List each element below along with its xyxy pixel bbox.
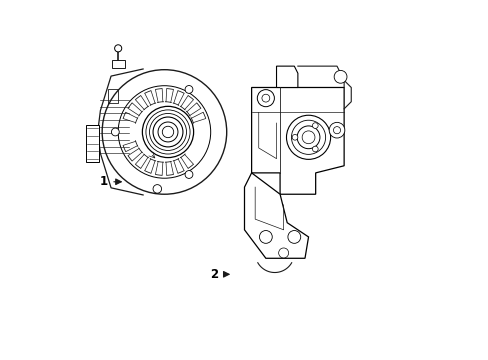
Circle shape [292,134,297,140]
Circle shape [333,71,346,83]
Circle shape [302,131,314,144]
Circle shape [278,248,288,258]
FancyBboxPatch shape [112,60,124,68]
Circle shape [312,123,318,129]
Circle shape [328,122,344,138]
Text: 2: 2 [210,268,218,281]
Circle shape [312,146,318,152]
Circle shape [287,230,300,243]
Text: 1: 1 [100,175,108,188]
Circle shape [145,110,190,154]
Circle shape [142,106,193,158]
Circle shape [118,86,210,178]
Circle shape [153,185,161,193]
Circle shape [184,86,192,93]
Ellipse shape [102,70,226,194]
Circle shape [286,115,330,159]
Circle shape [297,126,319,149]
Polygon shape [86,125,99,162]
Circle shape [153,117,183,147]
Polygon shape [276,66,297,87]
Circle shape [149,113,186,150]
Circle shape [257,90,274,107]
Polygon shape [251,87,344,194]
Circle shape [162,126,173,138]
Circle shape [262,94,269,102]
Circle shape [291,120,325,154]
Circle shape [184,171,192,179]
Circle shape [333,127,340,134]
Circle shape [158,122,178,142]
Circle shape [111,128,119,136]
Polygon shape [244,173,308,258]
Circle shape [259,230,272,243]
Circle shape [114,45,122,52]
